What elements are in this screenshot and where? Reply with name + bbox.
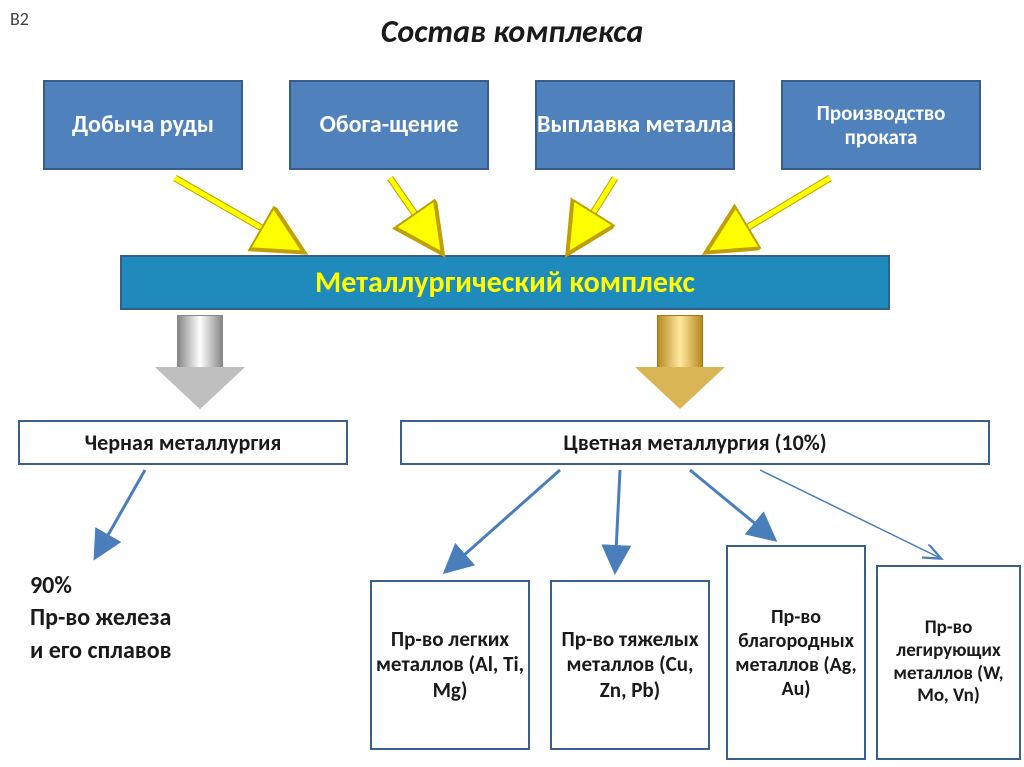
gradient-arrow-silver <box>155 315 245 410</box>
slide-corner-label: В2 <box>10 8 29 30</box>
top-box-smelting: Выплавка металла <box>535 80 735 170</box>
top-box-mining: Добыча руды <box>43 80 243 170</box>
mid-complex-bar: Металлургический комплекс <box>120 255 890 310</box>
top-boxes-row: Добыча руды Обога-щение Выплавка металла… <box>0 80 1024 170</box>
sub-box-0: Пр-во легких металлов (Al, Ti, Mg) <box>370 580 530 750</box>
sub-box-1: Пр-во тяжелых металлов (Cu, Zn, Pb) <box>550 580 710 750</box>
iron-line-3: и его сплавов <box>30 635 171 667</box>
sub-box-2: Пр-во благородных металлов (Ag, Au) <box>726 545 866 760</box>
category-black-metallurgy: Черная металлургия <box>18 420 348 465</box>
gradient-arrow-gold <box>635 315 725 410</box>
category-color-metallurgy: Цветная металлургия (10%) <box>400 420 990 465</box>
iron-production-text: 90% Пр-во железа и его сплавов <box>30 570 171 667</box>
iron-line-2: Пр-во железа <box>30 602 171 634</box>
top-box-rolling: Производство проката <box>781 80 981 170</box>
top-box-enrichment: Обога-щение <box>289 80 489 170</box>
sub-box-3: Пр-во легирующих металлов (W, Mo, Vn) <box>876 565 1021 760</box>
slide-title: Состав комплекса <box>0 0 1024 51</box>
iron-line-1: 90% <box>30 570 171 602</box>
